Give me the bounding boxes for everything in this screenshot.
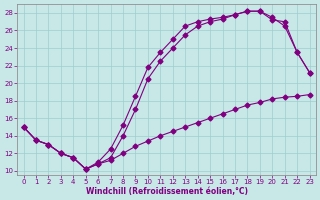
X-axis label: Windchill (Refroidissement éolien,°C): Windchill (Refroidissement éolien,°C) [85,187,248,196]
